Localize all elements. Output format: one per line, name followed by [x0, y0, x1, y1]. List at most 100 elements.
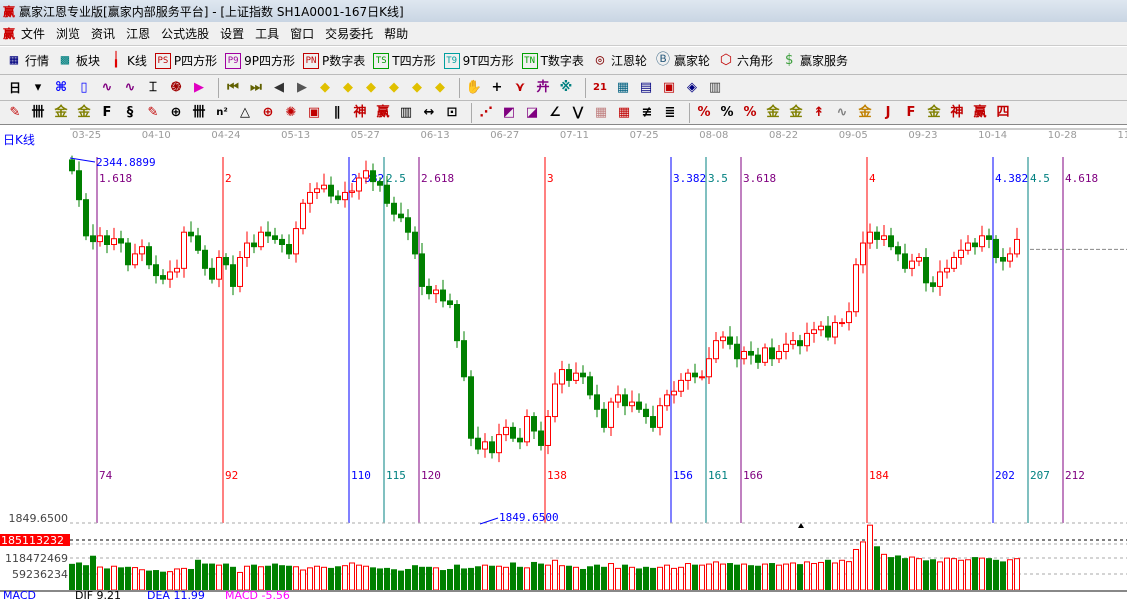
move-right-icon[interactable]: ◆ [343, 79, 353, 95]
gold-circle-icon[interactable]: 金 [766, 104, 780, 120]
expand-v-icon[interactable]: ◆ [435, 79, 445, 95]
menu-item[interactable]: 交易委托 [325, 27, 374, 41]
square-fan-icon[interactable]: ◩ [502, 104, 516, 120]
clipboard-icon[interactable]: ▯ [80, 79, 88, 95]
parallel-icon[interactable]: 卌 [192, 104, 206, 120]
menu-item[interactable]: 工具 [255, 27, 280, 41]
network-icon[interactable]: ◈ [687, 79, 697, 95]
god-icon[interactable]: 神 [353, 104, 367, 120]
next-icon[interactable]: ▶ [297, 79, 307, 95]
wave-icon[interactable]: ∿ [836, 104, 848, 120]
percent-line-icon[interactable]: % [697, 104, 711, 120]
period-selector[interactable]: 日 [8, 80, 21, 95]
toolbar-button-sector-block[interactable]: ▩ 板块 [57, 52, 100, 69]
toolbar-button-kline[interactable]: ╽ K线 [108, 52, 147, 69]
n2-icon[interactable]: n² [216, 106, 228, 118]
menu-item[interactable]: 帮助 [384, 27, 409, 41]
pen-icon[interactable]: ✎ [9, 104, 21, 120]
calendar-icon[interactable]: 21 [593, 81, 607, 93]
gold-ratio2-icon[interactable]: 金 [77, 104, 91, 120]
gold-ratio-icon[interactable]: 金 [54, 104, 68, 120]
toolbar-button-big-wheel[interactable]: Ⓑ 赢家轮 [655, 52, 710, 69]
circle-icon[interactable]: ⊕ [170, 104, 182, 120]
linked-icon[interactable]: ⌘ [54, 79, 68, 95]
expand-h-icon[interactable]: ◆ [366, 79, 376, 95]
toolbar-button-ps[interactable]: PS P四方形 [154, 52, 217, 69]
measure-icon[interactable]: ↔ [423, 104, 435, 120]
gold-levels-icon[interactable]: 金 [789, 104, 803, 120]
map-icon[interactable]: ֍ [170, 79, 182, 95]
crosshair-icon[interactable]: + [491, 79, 503, 95]
flag-icon[interactable]: ▶ [194, 79, 204, 95]
menu-item[interactable]: 资讯 [91, 27, 116, 41]
fib-icon[interactable]: F [102, 104, 112, 120]
dollar-icon: $ [784, 51, 794, 68]
menu-item[interactable]: 江恩 [126, 27, 151, 41]
last-icon[interactable]: ⏭ [250, 79, 262, 95]
shrink-h-icon[interactable]: ◆ [389, 79, 399, 95]
scan-icon[interactable]: ※ [559, 79, 573, 95]
candle-body [804, 332, 810, 347]
level-icon[interactable]: ≣ [664, 104, 676, 120]
toolbar-button-pn[interactable]: PN P数字表 [303, 52, 365, 69]
f-fan-icon[interactable]: F [906, 104, 916, 120]
slant-lines-icon[interactable]: ≢ [641, 104, 653, 120]
toolbar-button-dollar[interactable]: $ 赢家服务 [781, 52, 848, 69]
toolbar-button-t9[interactable]: T9 9T四方形 [443, 52, 514, 69]
angle-icon[interactable]: ∥ [333, 104, 341, 120]
angle-fan-icon[interactable]: ∠ [549, 104, 561, 120]
percent-icon[interactable]: % [720, 104, 734, 120]
gold-fan-icon[interactable]: 金 [927, 104, 941, 120]
four-fan-icon[interactable]: 四 [996, 104, 1010, 120]
line-point-icon[interactable]: ⋎ [514, 79, 526, 95]
fan-icon[interactable]: ⋰ [479, 104, 493, 120]
grid-icon[interactable]: ▦ [594, 104, 608, 120]
first-icon[interactable]: ⏮ [227, 79, 239, 95]
rocket-icon[interactable]: ↟ [813, 104, 825, 120]
volume-bar [678, 566, 684, 591]
grid2-icon[interactable]: ▦ [617, 104, 631, 120]
toolbar-button-quote-table[interactable]: ▦ 行情 [6, 52, 49, 69]
grid-lines-icon[interactable]: 卌 [31, 104, 45, 120]
square-fan2-icon[interactable]: ◪ [525, 104, 539, 120]
spiral-icon[interactable]: § [126, 104, 134, 120]
indicator9-icon[interactable]: ∿ [124, 79, 136, 95]
pattern-icon[interactable]: 卉 [536, 79, 550, 95]
target-icon[interactable]: ⊕ [262, 104, 274, 120]
box-icon[interactable]: ⊡ [446, 104, 458, 120]
indicator3-icon[interactable]: ∿ [101, 79, 113, 95]
toolbar-button-hexagon[interactable]: ⬡ 六角形 [718, 52, 773, 69]
menu-item[interactable]: 设置 [220, 27, 245, 41]
win-fan-icon[interactable]: 赢 [973, 104, 987, 120]
save-icon[interactable]: ▣ [662, 79, 676, 95]
kline-chart[interactable]: 日K线 03-25 04-10 04-24 05-13 05-27 06-13 06-27 07… [0, 125, 1127, 599]
win-icon[interactable]: 赢 [376, 104, 390, 120]
menu-item[interactable]: 文件 [21, 27, 46, 41]
hand-icon[interactable]: ✋ [465, 79, 483, 95]
toolbar-button-p9[interactable]: P9 9P四方形 [225, 52, 295, 69]
ruler-icon[interactable]: ▥ [399, 104, 413, 120]
period-dropdown-icon[interactable]: ▾ [34, 79, 42, 95]
toolbar-button-ts[interactable]: TS T四方形 [373, 52, 436, 69]
zigzag-icon[interactable]: ⋁ [572, 104, 584, 120]
menu-item[interactable]: 公式选股 [161, 27, 210, 41]
percent-levels-icon[interactable]: % [743, 104, 757, 120]
god-fan-icon[interactable]: 神 [950, 104, 964, 120]
calculator-icon[interactable]: ▦ [616, 79, 630, 95]
gold-line-icon[interactable]: 金 [858, 104, 872, 120]
notes-icon[interactable]: ▤ [639, 79, 653, 95]
move-left-icon[interactable]: ◆ [320, 79, 330, 95]
menu-item[interactable]: 浏览 [56, 27, 81, 41]
candle-type-icon[interactable]: ⌶ [149, 79, 157, 95]
triangle-icon[interactable]: △ [240, 104, 250, 120]
j-fan-icon[interactable]: J [885, 104, 891, 120]
expand-all-icon[interactable]: ◆ [412, 79, 422, 95]
prev-icon[interactable]: ◀ [274, 79, 284, 95]
menu-item[interactable]: 窗口 [290, 27, 315, 41]
web-icon[interactable]: ✺ [285, 104, 297, 120]
marker-icon[interactable]: ✎ [147, 104, 159, 120]
square-target-icon[interactable]: ▣ [307, 104, 321, 120]
print-icon[interactable]: ▥ [708, 79, 722, 95]
toolbar-button-tn[interactable]: TN T数字表 [521, 52, 584, 69]
toolbar-button-gann-wheel[interactable]: ◎ 江恩轮 [592, 52, 647, 69]
